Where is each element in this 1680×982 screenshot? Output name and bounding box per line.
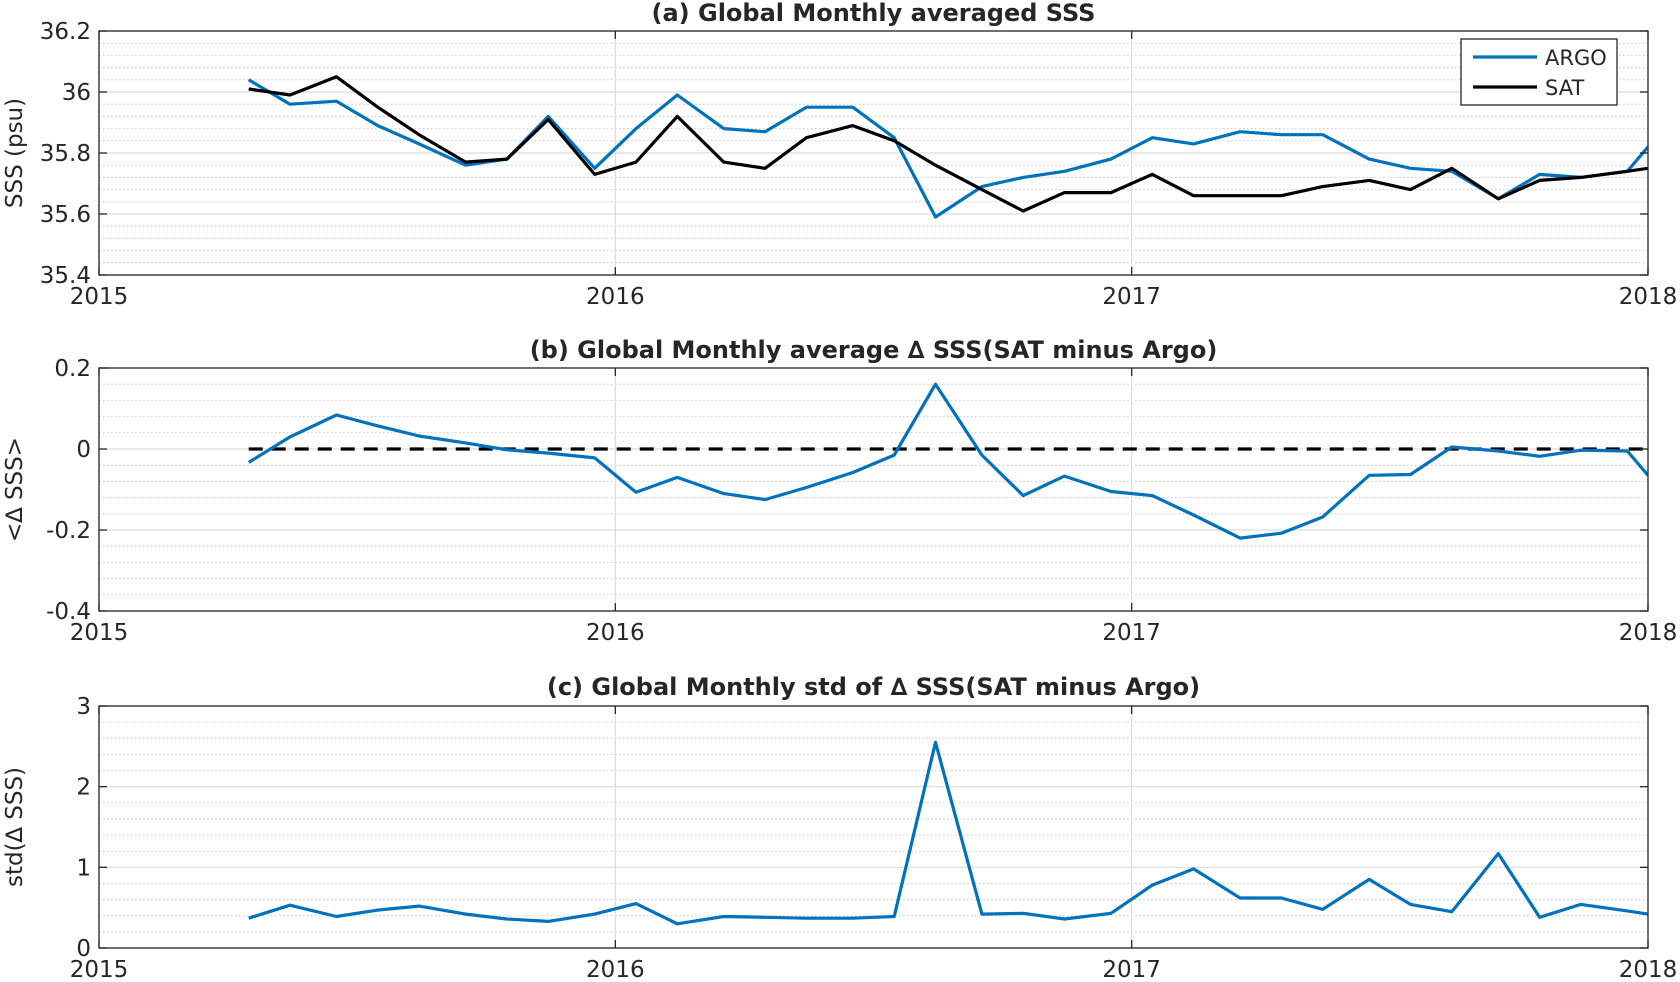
y-tick-label: 2 bbox=[76, 775, 91, 801]
y-axis-label: <∆ SSS> bbox=[2, 437, 28, 542]
chart-title: (a) Global Monthly averaged SSS bbox=[652, 0, 1096, 27]
legend-box bbox=[1460, 38, 1618, 106]
y-tick-label: 0 bbox=[76, 437, 91, 463]
x-tick-label: 2016 bbox=[586, 957, 645, 982]
chart-panel-1: 2015 2016 2017 2018 35.4 35.6 35.8 36 36.2 (a) Gl… bbox=[2, 0, 1677, 310]
y-tick-label: 36.2 bbox=[40, 19, 91, 45]
x-tick-label: 2015 bbox=[70, 957, 129, 982]
plot-area bbox=[99, 706, 1648, 948]
chart-panel-3: 2015 2016 2017 2018 0 1 2 3 (c) Global Monthly s… bbox=[2, 673, 1677, 982]
y-tick-label: 36 bbox=[62, 80, 91, 106]
legend: ARGO SAT bbox=[1460, 38, 1618, 106]
plot-area bbox=[99, 368, 1648, 611]
x-tick-label: 2017 bbox=[1102, 620, 1161, 646]
series-line-delta-sss bbox=[248, 740, 1648, 926]
y-tick-label: 35.8 bbox=[40, 141, 91, 167]
chart-panel-2: 2015 2016 2017 2018 -0.4 -0.2 0 0.2 (b) Global M… bbox=[2, 336, 1677, 646]
y-tick-label: 35.6 bbox=[40, 202, 91, 228]
axes-box bbox=[98, 367, 1649, 612]
x-tick-label: 2017 bbox=[1102, 957, 1161, 982]
series-line-delta-sss bbox=[247, 382, 1648, 540]
chart-title: (b) Global Monthly average ∆ SSS(SAT min… bbox=[530, 336, 1218, 364]
y-tick-label: -0.4 bbox=[46, 599, 91, 625]
y-axis-label: std(∆ SSS) bbox=[2, 767, 28, 887]
x-tick-label: 2015 bbox=[70, 284, 129, 310]
chart-title: (c) Global Monthly std of ∆ SSS(SAT minu… bbox=[547, 673, 1200, 701]
y-tick-label: 35.4 bbox=[40, 263, 91, 289]
x-tick-label: 2015 bbox=[70, 620, 129, 646]
y-tick-label: 3 bbox=[76, 694, 91, 720]
y-tick-label: 1 bbox=[76, 855, 91, 881]
x-tick-label: 2017 bbox=[1102, 284, 1161, 310]
x-tick-label: 2018 bbox=[1619, 957, 1678, 982]
x-tick-label: 2016 bbox=[586, 284, 645, 310]
x-tick-label: 2016 bbox=[586, 620, 645, 646]
legend-label-argo: ARGO bbox=[1545, 46, 1607, 70]
axes-box bbox=[98, 705, 1649, 949]
series-line-sat bbox=[248, 75, 1648, 213]
y-axis-label: SSS (psu) bbox=[2, 98, 28, 208]
x-tick-label: 2018 bbox=[1619, 284, 1678, 310]
legend-label-sat: SAT bbox=[1545, 76, 1584, 100]
y-tick-label: 0 bbox=[76, 936, 91, 962]
y-tick-label: 0.2 bbox=[54, 356, 91, 382]
x-tick-label: 2018 bbox=[1619, 620, 1678, 646]
y-tick-label: -0.2 bbox=[46, 518, 91, 544]
